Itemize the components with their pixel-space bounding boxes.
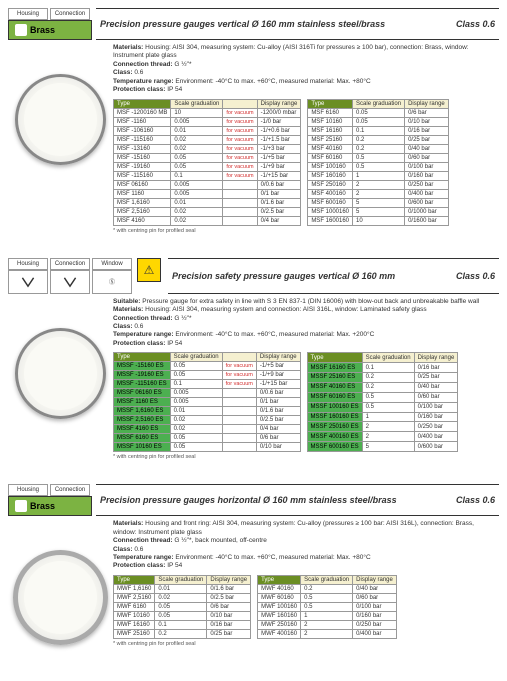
tag-housing: Housing	[8, 484, 48, 496]
info-block-3: Materials: Housing and front ring: AISI …	[113, 520, 499, 571]
brass-badge: Brass	[8, 496, 92, 516]
brass-label: Brass	[30, 25, 55, 35]
section-3: Housing Connection Brass Precision press…	[8, 484, 499, 647]
brass-badge: Brass	[8, 20, 92, 40]
tag-connection: Connection	[50, 258, 90, 270]
footnote-2: * with centring pin for profiled seal	[113, 454, 499, 460]
tag-connection: Connection	[50, 484, 90, 496]
table-2a: TypeScale graduationDisplay rangeMSSF -1…	[113, 352, 301, 452]
warning-icon: ⚠	[137, 258, 161, 282]
gauge-image-1	[15, 74, 106, 165]
table-3a: TypeScale graduationDisplay rangeMWF 1,6…	[113, 575, 251, 639]
tag-window: Window	[92, 258, 132, 270]
window-icon: Ⓢ	[92, 270, 132, 294]
table-1b: TypeScale graduationDisplay rangeMSF 616…	[307, 99, 448, 226]
conn-icon	[50, 270, 90, 294]
section-title: Precision safety pressure gauges vertica…	[172, 271, 395, 281]
brass-icon	[15, 500, 27, 512]
tag-connection: Connection	[50, 8, 90, 20]
section-2: Housing Connection Window Ⓢ ⚠ Precision …	[8, 258, 499, 461]
section-title: Precision pressure gauges horizontal Ø 1…	[100, 495, 397, 505]
section-1: Housing Connection Brass Precision press…	[8, 8, 499, 234]
title-bar-1: Precision pressure gauges vertical Ø 160…	[96, 8, 499, 40]
table-1a: TypeScale graduationDisplay rangeMSF -12…	[113, 99, 301, 226]
title-bar-3: Precision pressure gauges horizontal Ø 1…	[96, 484, 499, 516]
title-bar-2: Precision safety pressure gauges vertica…	[168, 258, 499, 294]
tag-housing: Housing	[8, 8, 48, 20]
gauge-image-3	[13, 550, 108, 645]
brass-icon	[15, 24, 27, 36]
housing-icon	[8, 270, 48, 294]
section-class: Class 0.6	[456, 19, 495, 29]
section-class: Class 0.6	[456, 495, 495, 505]
footnote-3: * with centring pin for profiled seal	[113, 641, 499, 647]
section-title: Precision pressure gauges vertical Ø 160…	[100, 19, 385, 29]
info-block-2: Suitable: Pressure gauge for extra safet…	[113, 298, 499, 349]
tag-housing: Housing	[8, 258, 48, 270]
brass-label: Brass	[30, 501, 55, 511]
table-2b: TypeScale graduationDisplay rangeMSSF 16…	[307, 352, 459, 452]
section-class: Class 0.6	[456, 271, 495, 281]
info-block-1: Materials: Housing: AISI 304, measuring …	[113, 44, 499, 95]
gauge-image-2	[15, 328, 106, 419]
footnote-1: * with centring pin for profiled seal	[113, 228, 499, 234]
table-3b: TypeScale graduationDisplay rangeMWF 401…	[257, 575, 397, 639]
